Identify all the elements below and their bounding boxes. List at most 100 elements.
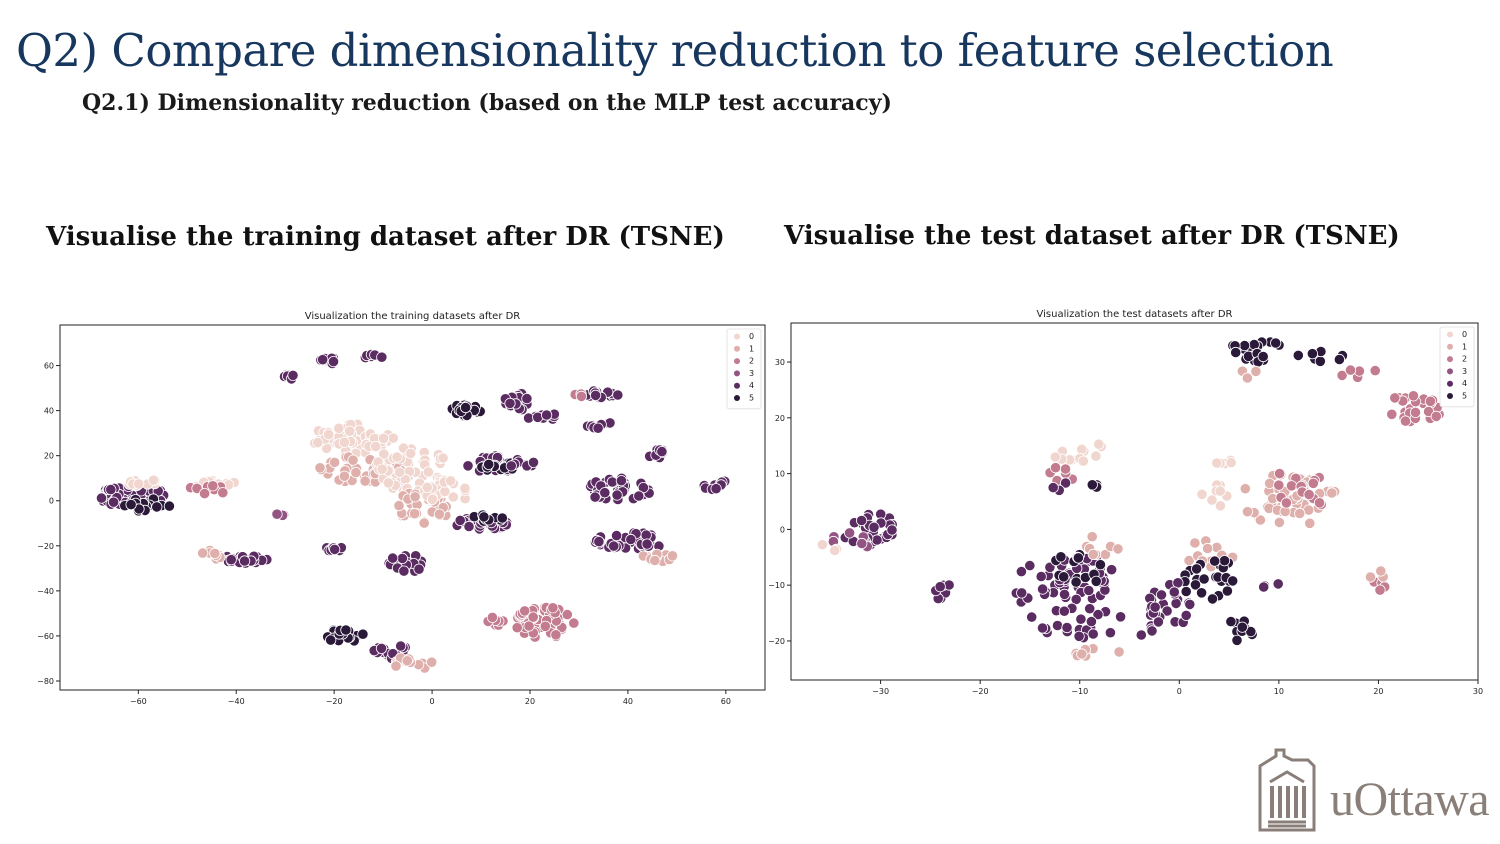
y-tick-label: 20	[775, 414, 785, 423]
data-point-class-2	[1336, 369, 1348, 382]
data-point-class-0	[378, 448, 390, 460]
data-point-class-1	[1263, 477, 1276, 489]
legend-marker-1	[734, 345, 740, 352]
data-point-class-4	[1114, 611, 1127, 623]
data-point-class-4	[1272, 578, 1284, 590]
legend-label-4: 4	[749, 381, 754, 390]
y-tick-label: −40	[37, 587, 54, 596]
data-point-class-0	[1077, 455, 1089, 467]
y-tick-label: 10	[775, 470, 785, 479]
legend-marker-3	[1447, 368, 1453, 375]
x-tick-label: −20	[972, 687, 989, 696]
y-tick-label: 60	[44, 362, 54, 371]
y-tick-label: −80	[37, 677, 54, 686]
data-point-class-4	[1061, 621, 1073, 634]
data-point-class-4	[1105, 564, 1118, 576]
data-point-class-4	[1026, 611, 1038, 623]
data-point-class-4	[610, 530, 623, 542]
data-point-class-1	[350, 467, 362, 479]
caption-training-plot: Visualise the training dataset after DR …	[46, 222, 725, 252]
y-tick-label: −10	[768, 581, 785, 590]
legend-label-2: 2	[1462, 355, 1467, 364]
y-tick-label: −60	[37, 632, 54, 641]
data-point-class-0	[816, 539, 829, 551]
data-point-class-2	[1386, 408, 1398, 420]
data-point-class-2	[207, 480, 219, 492]
data-point-class-4	[239, 555, 251, 567]
data-point-class-5	[1230, 346, 1242, 359]
data-point-class-0	[422, 466, 434, 478]
legend-marker-4	[734, 382, 740, 389]
data-point-class-4	[868, 521, 880, 533]
data-point-class-0	[387, 432, 399, 444]
data-point-class-1	[1189, 537, 1201, 549]
legend-label-0: 0	[1462, 330, 1467, 339]
data-point-class-0	[338, 436, 350, 448]
data-point-class-1	[649, 554, 661, 567]
legend-marker-2	[1447, 356, 1453, 363]
data-point-class-4	[1058, 588, 1071, 600]
data-point-class-2	[547, 602, 559, 614]
data-point-class-4	[710, 483, 722, 495]
data-point-class-0	[333, 422, 345, 434]
data-point-class-5	[1072, 552, 1084, 564]
data-point-class-2	[1049, 462, 1062, 474]
data-point-class-4	[95, 492, 108, 504]
data-point-class-5	[1292, 349, 1304, 362]
y-tick-label: 30	[775, 358, 785, 367]
legend-label-5: 5	[1462, 392, 1467, 401]
data-point-class-5	[1195, 587, 1208, 599]
data-point-class-4	[856, 514, 868, 527]
data-point-class-5	[1055, 551, 1067, 563]
data-point-class-5	[1236, 621, 1248, 633]
data-point-class-1	[1087, 548, 1099, 560]
data-point-class-1	[338, 470, 350, 482]
legend-label-2: 2	[749, 357, 754, 366]
data-point-class-1	[409, 491, 421, 503]
legend-marker-1	[1447, 343, 1453, 350]
legend-marker-2	[734, 358, 740, 365]
data-point-class-4	[1146, 625, 1158, 637]
data-point-class-2	[1280, 497, 1293, 509]
data-point-class-0	[377, 432, 390, 444]
x-tick-label: 0	[430, 697, 435, 706]
data-point-class-0	[344, 425, 356, 437]
data-point-class-2	[1059, 463, 1072, 475]
data-point-class-1	[314, 462, 326, 474]
data-point-class-4	[1036, 622, 1049, 634]
axes-frame	[790, 322, 1479, 681]
data-point-class-4	[329, 543, 341, 555]
data-point-class-4	[612, 389, 624, 401]
data-point-class-0	[312, 437, 324, 449]
legend-marker-0	[734, 333, 740, 340]
data-point-class-0	[382, 477, 394, 489]
x-tick-label: 30	[1473, 687, 1483, 696]
plot-title: Visualization the training datasets afte…	[305, 311, 521, 322]
data-point-class-1	[1076, 648, 1088, 660]
data-point-class-1	[1375, 565, 1387, 577]
data-point-class-2	[1424, 395, 1437, 407]
data-point-class-1	[1250, 365, 1262, 378]
data-point-class-4	[287, 369, 299, 382]
data-point-class-4	[593, 536, 605, 548]
data-point-class-2	[1409, 406, 1422, 419]
data-point-class-2	[1307, 477, 1319, 489]
y-tick-label: −20	[768, 637, 785, 646]
data-point-class-1	[1239, 483, 1251, 495]
y-tick-label: 40	[44, 407, 54, 416]
data-point-class-5	[1218, 555, 1231, 567]
data-point-class-4	[599, 487, 611, 499]
data-point-class-0	[1214, 485, 1226, 497]
data-point-class-4	[413, 563, 425, 575]
data-point-class-4	[463, 520, 475, 533]
data-point-class-1	[390, 660, 402, 672]
data-point-class-2	[1313, 497, 1326, 509]
data-point-class-1	[393, 500, 405, 512]
data-point-class-5	[1257, 350, 1269, 363]
legend-marker-0	[1447, 331, 1453, 338]
data-point-class-4	[1059, 477, 1072, 489]
data-point-class-0	[445, 475, 457, 487]
data-point-class-2	[527, 611, 539, 623]
data-point-class-5	[1198, 573, 1210, 585]
data-point-class-2	[1399, 415, 1412, 427]
